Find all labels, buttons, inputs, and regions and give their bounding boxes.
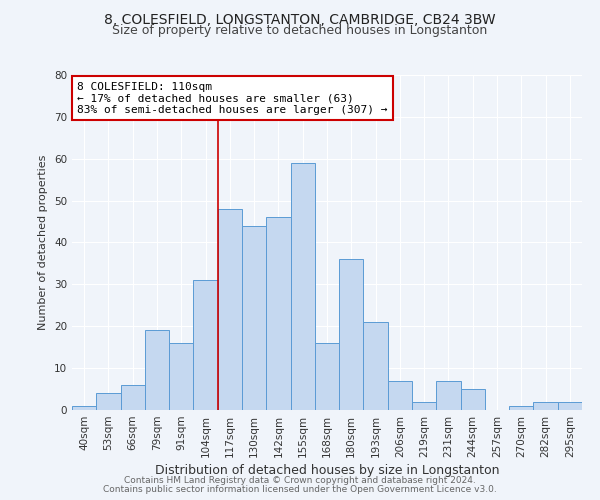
Bar bbox=[242, 226, 266, 410]
Bar bbox=[266, 218, 290, 410]
Bar bbox=[145, 330, 169, 410]
Text: Contains HM Land Registry data © Crown copyright and database right 2024.: Contains HM Land Registry data © Crown c… bbox=[124, 476, 476, 485]
Y-axis label: Number of detached properties: Number of detached properties bbox=[38, 155, 49, 330]
Bar bbox=[315, 343, 339, 410]
Bar bbox=[509, 406, 533, 410]
Text: Size of property relative to detached houses in Longstanton: Size of property relative to detached ho… bbox=[112, 24, 488, 37]
Bar bbox=[364, 322, 388, 410]
Bar bbox=[558, 402, 582, 410]
Bar bbox=[218, 209, 242, 410]
Bar bbox=[339, 259, 364, 410]
Bar bbox=[193, 280, 218, 410]
X-axis label: Distribution of detached houses by size in Longstanton: Distribution of detached houses by size … bbox=[155, 464, 499, 477]
Bar bbox=[121, 385, 145, 410]
Text: 8 COLESFIELD: 110sqm
← 17% of detached houses are smaller (63)
83% of semi-detac: 8 COLESFIELD: 110sqm ← 17% of detached h… bbox=[77, 82, 388, 115]
Bar bbox=[169, 343, 193, 410]
Text: Contains public sector information licensed under the Open Government Licence v3: Contains public sector information licen… bbox=[103, 485, 497, 494]
Bar bbox=[72, 406, 96, 410]
Text: 8, COLESFIELD, LONGSTANTON, CAMBRIDGE, CB24 3BW: 8, COLESFIELD, LONGSTANTON, CAMBRIDGE, C… bbox=[104, 12, 496, 26]
Bar bbox=[388, 380, 412, 410]
Bar bbox=[290, 163, 315, 410]
Bar bbox=[461, 389, 485, 410]
Bar bbox=[436, 380, 461, 410]
Bar bbox=[412, 402, 436, 410]
Bar bbox=[533, 402, 558, 410]
Bar bbox=[96, 393, 121, 410]
